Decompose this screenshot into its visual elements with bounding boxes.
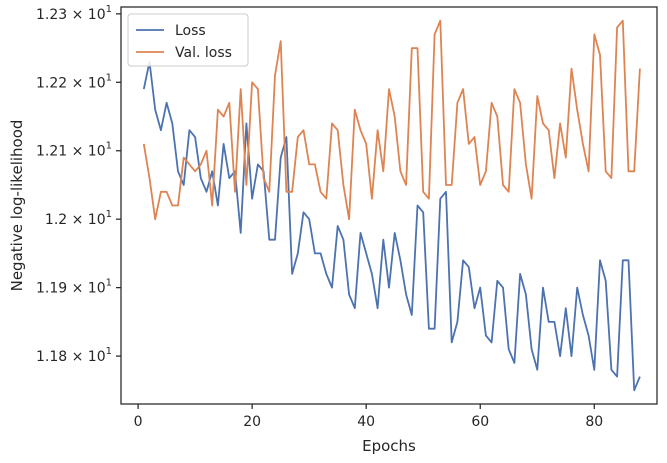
y-tick-label: 1.21 × 101 — [36, 141, 112, 160]
y-axis: 1.18 × 101 1.19 × 101 1.2 × 101 1.21 × 101 1… — [36, 4, 121, 365]
legend-box — [127, 13, 249, 67]
x-tick-label: 20 — [243, 414, 261, 430]
y-axis-label: Negative log-likelihood — [8, 120, 26, 292]
x-tick-label: 60 — [471, 414, 489, 430]
x-tick-label: 40 — [357, 414, 375, 430]
legend: Loss Val. loss — [127, 13, 249, 67]
y-tick-label: 1.18 × 101 — [36, 346, 112, 365]
y-tick-label: 1.23 × 101 — [36, 4, 112, 23]
plot-frame — [120, 6, 658, 405]
y-tick-label: 1.19 × 101 — [36, 278, 112, 297]
series-layer — [142, 19, 641, 392]
x-axis-label: Epochs — [362, 437, 416, 455]
series-line-val-loss — [142, 19, 641, 221]
y-tick-label: 1.2 × 101 — [45, 209, 112, 228]
y-tick-label: 1.22 × 101 — [36, 72, 112, 91]
x-tick-label: 80 — [585, 414, 603, 430]
legend-label-val-loss: Val. loss — [175, 45, 232, 61]
series-line-loss — [142, 60, 641, 392]
legend-label-loss: Loss — [175, 23, 206, 39]
x-tick-label: 0 — [134, 414, 143, 430]
x-axis: 0 20 40 60 80 — [134, 404, 603, 430]
